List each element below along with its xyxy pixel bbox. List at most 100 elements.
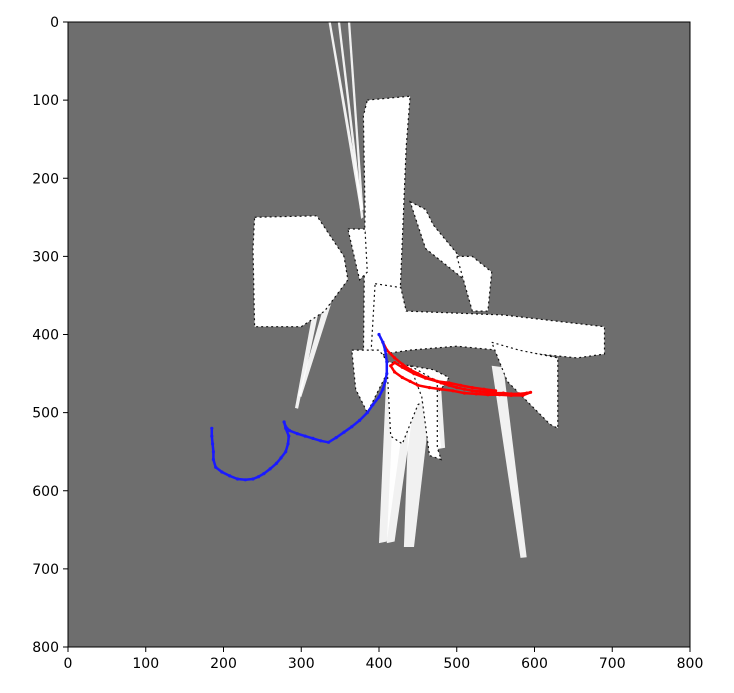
- trajectory-point-1-15: [319, 439, 323, 443]
- trajectory-point-0-5: [416, 372, 420, 376]
- trajectory-point-0-8: [439, 381, 443, 385]
- trajectory-point-1-29: [262, 472, 266, 476]
- trajectory-point-0-24: [486, 393, 490, 397]
- trajectory-point-0-7: [431, 378, 435, 382]
- trajectory-point-1-32: [243, 478, 247, 482]
- trajectory-point-1-1: [381, 340, 385, 344]
- trajectory-point-1-36: [214, 465, 218, 469]
- trajectory-point-0-12: [470, 389, 474, 393]
- trajectory-point-1-28: [268, 467, 272, 471]
- trajectory-point-0-37: [412, 372, 416, 376]
- trajectory-layer: [210, 332, 533, 482]
- free-space-region-9: [456, 255, 493, 312]
- trajectory-point-0-39: [435, 379, 439, 383]
- trajectory-point-0-28: [439, 387, 443, 391]
- trajectory-point-1-24: [286, 442, 290, 446]
- free-space-beam-3: [295, 311, 319, 409]
- trajectory-point-1-35: [220, 470, 224, 474]
- y-tick-label-100: 100: [32, 93, 59, 109]
- free-space-region-4: [351, 349, 392, 414]
- trajectory-point-1-41: [210, 426, 214, 430]
- trajectory-point-0-4: [408, 368, 412, 372]
- y-tick-label-200: 200: [32, 171, 59, 187]
- y-tick-label-500: 500: [32, 406, 59, 422]
- trajectory-point-1-2: [383, 348, 387, 352]
- trajectory-point-0-27: [451, 389, 455, 393]
- trajectory-point-1-19: [288, 429, 292, 433]
- trajectory-point-0-32: [400, 375, 404, 380]
- trajectory-point-0-44: [494, 389, 498, 393]
- trajectory-point-0-26: [462, 391, 467, 395]
- x-tick-label-700: 700: [599, 656, 626, 672]
- trajectory-point-0-30: [416, 383, 420, 387]
- trajectory-point-0-22: [509, 393, 513, 397]
- trajectory-point-0-19: [525, 391, 529, 395]
- free-space-beam-1: [347, 22, 364, 210]
- trajectory-point-1-21: [282, 420, 286, 424]
- trajectory-point-0-15: [494, 391, 498, 395]
- trajectory-point-0-33: [393, 370, 397, 374]
- y-tick-label-300: 300: [32, 249, 59, 265]
- trajectory-point-0-13: [478, 389, 482, 394]
- free-space-beam-2: [337, 22, 364, 219]
- trajectory-point-1-26: [279, 456, 283, 460]
- trajectory-point-0-20: [529, 390, 533, 394]
- trajectory-point-0-9: [447, 383, 451, 387]
- trajectory-point-0-25: [474, 392, 478, 396]
- trajectory-point-1-40: [210, 434, 214, 438]
- trajectory-point-0-35: [393, 361, 397, 365]
- trajectory-point-0-40: [447, 381, 451, 385]
- y-tick-label-800: 800: [32, 640, 59, 656]
- x-tick-label-200: 200: [210, 656, 237, 672]
- trajectory-point-1-5: [383, 379, 387, 383]
- trajectory-point-1-39: [211, 442, 215, 446]
- x-tick-label-300: 300: [288, 656, 315, 672]
- trajectory-point-0-42: [470, 386, 474, 390]
- trajectory-point-0-21: [521, 393, 525, 397]
- trajectory-point-1-27: [274, 461, 278, 465]
- trajectory-point-1-16: [311, 436, 315, 440]
- x-tick-label-0: 0: [64, 656, 73, 672]
- trajectory-point-1-17: [303, 434, 307, 438]
- trajectory-point-0-16: [501, 391, 505, 395]
- trajectory-point-1-14: [326, 440, 331, 444]
- trajectory-point-1-25: [284, 450, 288, 454]
- trajectory-point-0-41: [459, 383, 463, 387]
- trajectory-point-1-18: [295, 432, 299, 436]
- trajectory-point-1-34: [228, 474, 232, 478]
- free-space-beam-10: [491, 365, 527, 558]
- trajectory-point-0-2: [393, 356, 397, 360]
- trajectory-point-1-3: [385, 360, 389, 364]
- trajectory-point-0-29: [427, 386, 432, 390]
- x-axis: 0 100 200 300 400 500 600 700 800: [64, 647, 703, 672]
- trajectory-point-0-23: [497, 393, 502, 397]
- x-tick-label-500: 500: [443, 656, 470, 672]
- trajectory-point-1-6: [381, 387, 385, 391]
- trajectory-point-0-10: [455, 386, 459, 390]
- trajectory-point-1-31: [251, 477, 255, 481]
- y-tick-label-700: 700: [32, 562, 59, 578]
- trajectory-point-1-7: [377, 395, 381, 399]
- trajectory-point-1-8: [371, 403, 375, 407]
- trajectory-point-1-22: [284, 426, 288, 430]
- trajectory-series-1: [210, 332, 389, 482]
- x-tick-label-100: 100: [132, 656, 159, 672]
- trajectory-point-1-0: [377, 332, 381, 337]
- trajectory-point-1-12: [342, 430, 346, 434]
- trajectory-point-1-9: [365, 411, 369, 415]
- trajectory-point-1-23: [287, 434, 291, 438]
- trajectory-point-1-10: [358, 418, 362, 422]
- trajectory-point-1-38: [211, 450, 215, 454]
- trajectory-point-0-31: [408, 379, 412, 383]
- occupancy-map: [252, 22, 606, 558]
- trajectory-point-0-18: [517, 392, 521, 396]
- trajectory-point-0-36: [400, 365, 404, 369]
- free-space-beam-4: [298, 303, 331, 397]
- trajectory-point-0-34: [389, 364, 393, 368]
- trajectory-point-1-11: [350, 425, 354, 429]
- trajectory-point-0-38: [424, 376, 428, 380]
- y-tick-label-600: 600: [32, 484, 59, 500]
- trajectory-point-1-33: [235, 477, 240, 481]
- y-tick-label-400: 400: [32, 328, 59, 344]
